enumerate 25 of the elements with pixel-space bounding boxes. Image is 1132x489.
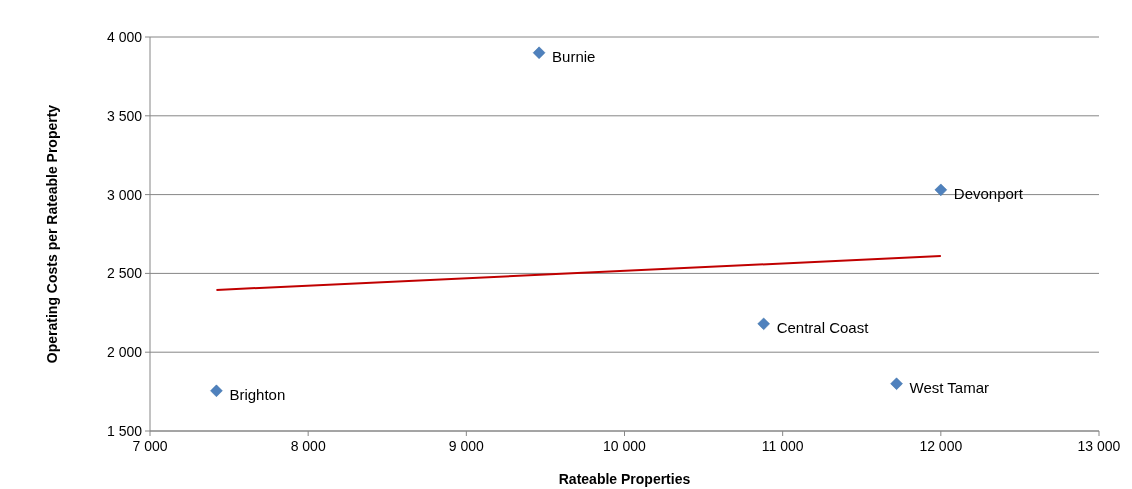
x-axis-title: Rateable Properties bbox=[558, 471, 691, 487]
annotation: Burnie bbox=[552, 48, 596, 66]
x-tick-label: 12 000 bbox=[919, 438, 963, 454]
x-tick-label: 11 000 bbox=[761, 438, 804, 454]
point bbox=[210, 384, 223, 397]
annotation: West Tamar bbox=[909, 379, 990, 397]
point bbox=[890, 377, 903, 390]
point bbox=[532, 46, 546, 59]
y-tick-label: 1 500 bbox=[106, 422, 143, 439]
point bbox=[934, 183, 948, 197]
x-tick-label: 10 000 bbox=[603, 438, 647, 454]
y-axis-title: Operating Costs per Rateable Property bbox=[44, 104, 60, 364]
y-tick-label: 3 000 bbox=[106, 186, 143, 203]
annotation: Central Coast bbox=[776, 319, 870, 337]
x-tick-label: 9 000 bbox=[448, 438, 485, 454]
x-tick-label: 7 000 bbox=[132, 438, 168, 454]
x-tick-label: 8 000 bbox=[290, 438, 326, 454]
annotation: Brighton bbox=[229, 386, 286, 404]
y-tick-label: 3 500 bbox=[106, 107, 143, 124]
point bbox=[757, 317, 770, 331]
y-tick-label: 2 000 bbox=[106, 344, 143, 361]
x-tick-label: 13 000 bbox=[1077, 438, 1121, 454]
y-tick-label: 4 000 bbox=[106, 28, 143, 45]
annotation: Devonport bbox=[953, 185, 1024, 203]
y-tick-label: 2 500 bbox=[106, 265, 143, 282]
